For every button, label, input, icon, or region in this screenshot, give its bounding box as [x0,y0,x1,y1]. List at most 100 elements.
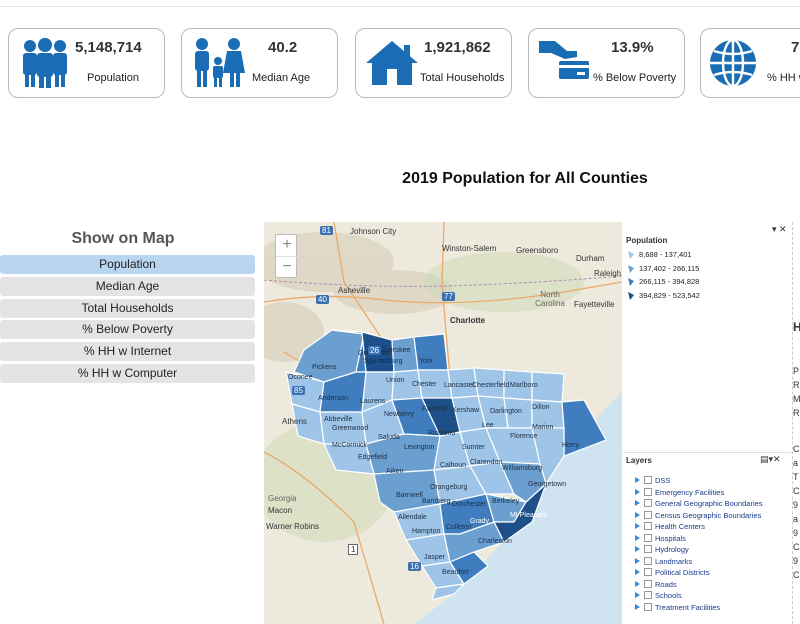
layer-checkbox[interactable] [644,591,652,599]
map-county-label: Bamberg [422,498,451,505]
layers-panel: Layers ▤▾✕ DSS Emergency Facilities Gene… [623,452,791,624]
stat-label: Population [87,72,139,84]
expand-icon[interactable] [635,489,640,495]
layer-label: Political Districts [655,568,710,577]
map-county-label: Marion [532,424,554,431]
layer-checkbox[interactable] [644,534,652,542]
clipped-text: R [793,408,800,418]
clipped-text: C [793,444,800,454]
map-county-label: Berkeley [492,498,520,505]
show-internet-button[interactable]: % HH w Internet [0,342,255,361]
expand-icon[interactable] [635,546,640,552]
legend-swatch-icon [628,265,634,274]
layer-item-schools[interactable]: Schools [635,591,682,602]
layer-checkbox[interactable] [644,511,652,519]
expand-icon[interactable] [635,500,640,506]
close-icon[interactable]: ✕ [773,454,781,464]
zoom-in-button[interactable]: + [276,235,298,257]
map-county-label: Williamsburg [502,465,543,472]
highway-shield: 16 [408,562,421,571]
show-poverty-button[interactable]: % Below Poverty [0,320,255,339]
layers-controls[interactable]: ▤▾✕ [760,454,781,465]
map-county-label: Horry [562,442,580,449]
close-icon[interactable]: ✕ [779,224,787,234]
clipped-text: R [793,380,800,390]
layer-item-treatment-facilities[interactable]: Treatment Facilities [635,603,720,614]
legend-entry: 137,402 - 266,115 [627,264,699,276]
layer-checkbox[interactable] [644,522,652,530]
house-icon [366,41,418,85]
map-place-label: Macon [268,506,293,515]
expand-icon[interactable] [635,523,640,529]
collapse-icon[interactable]: ▾ [772,224,777,234]
layer-checkbox[interactable] [644,545,652,553]
stat-card-poverty: 13.9% % Below Poverty [528,28,685,98]
expand-icon[interactable] [635,592,640,598]
legend-range: 137,402 - 266,115 [639,264,700,273]
population-legend: ▾ ✕ Population 8,688 - 137,401 137,402 -… [623,222,791,306]
clipped-text: M [793,394,800,404]
right-panel-clipped: H P R M R C a T C 9 a 9 C 9 C [792,222,800,624]
layer-item-emergency[interactable]: Emergency Facilities [635,488,724,499]
map-county-label: Mt Pleasant [510,512,547,519]
map-county-label: Beaufort [442,569,469,576]
choropleth-map[interactable]: + − Johnson City Winston-Salem Greensbor… [264,222,622,624]
expand-icon[interactable] [635,581,640,587]
map-county-label: Edgefield [358,454,388,461]
highway-shield: 81 [320,226,333,235]
layer-item-dss[interactable]: DSS [635,476,670,487]
top-divider [0,6,800,7]
collapse-icon[interactable]: ▾ [768,454,774,464]
layer-item-hospitals[interactable]: Hospitals [635,534,686,545]
stat-value: 40.2 [268,39,298,56]
layer-item-general-boundaries[interactable]: General Geographic Boundaries [635,499,763,510]
layer-item-political-districts[interactable]: Political Districts [635,568,710,579]
expand-icon[interactable] [635,569,640,575]
show-households-button[interactable]: Total Households [0,299,255,318]
map-place-label: Athens [282,417,307,426]
expand-icon[interactable] [635,512,640,518]
expand-icon[interactable] [635,558,640,564]
map-county-label: Allendale [398,514,427,521]
layer-item-health-centers[interactable]: Health Centers [635,522,705,533]
show-computer-button[interactable]: % HH w Computer [0,364,255,383]
clipped-text: C [793,570,800,580]
show-median-age-button[interactable]: Median Age [0,277,255,296]
layer-checkbox[interactable] [644,580,652,588]
map-place-label: North Carolina [535,290,565,308]
layer-item-hydrology[interactable]: Hydrology [635,545,689,556]
layer-checkbox[interactable] [644,476,652,484]
layer-item-roads[interactable]: Roads [635,580,677,591]
map-county-label: Saluda [378,434,400,441]
zoom-out-button[interactable]: − [282,258,292,275]
layer-item-landmarks[interactable]: Landmarks [635,557,692,568]
layer-checkbox[interactable] [644,603,652,611]
legend-controls[interactable]: ▾ ✕ [772,224,787,235]
layer-checkbox[interactable] [644,557,652,565]
stat-value: 13.9% [611,39,654,56]
layer-list-icon[interactable]: ▤ [760,454,769,464]
highway-shield: 77 [442,292,455,301]
map-county-label: Richland [428,430,456,437]
legend-swatch-icon [628,278,634,287]
expand-icon[interactable] [635,477,640,483]
clipped-text: P [793,366,800,376]
stat-label: Median Age [252,72,311,84]
map-county-label: Anderson [318,395,348,402]
map-place-label: Winston-Salem [442,244,497,253]
clipped-text: C [793,542,800,552]
map-county-label: Georgetown [528,481,567,488]
layer-checkbox[interactable] [644,568,652,576]
show-population-button[interactable]: Population [0,255,255,274]
map-county-label: Dorchester [452,501,487,508]
map-place-label: Georgia [268,494,297,503]
expand-icon[interactable] [635,604,640,610]
layer-item-census-boundaries[interactable]: Census Geographic Boundaries [635,511,761,522]
layer-checkbox[interactable] [644,488,652,496]
stat-value: 1,921,862 [424,39,491,56]
layer-checkbox[interactable] [644,499,652,507]
expand-icon[interactable] [635,535,640,541]
map-canvas [264,222,622,624]
highway-shield: 85 [292,386,305,395]
legend-title: Population [626,236,668,245]
